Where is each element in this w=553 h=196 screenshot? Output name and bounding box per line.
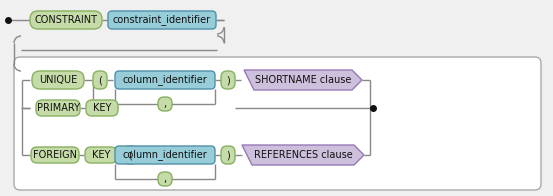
FancyBboxPatch shape bbox=[158, 97, 172, 111]
Polygon shape bbox=[244, 70, 362, 90]
Polygon shape bbox=[242, 145, 364, 165]
FancyBboxPatch shape bbox=[108, 11, 216, 29]
FancyBboxPatch shape bbox=[30, 11, 102, 29]
Text: CONSTRAINT: CONSTRAINT bbox=[34, 15, 97, 25]
Text: column_identifier: column_identifier bbox=[123, 150, 207, 161]
FancyBboxPatch shape bbox=[32, 71, 84, 89]
FancyBboxPatch shape bbox=[85, 147, 117, 163]
Text: KEY: KEY bbox=[93, 103, 111, 113]
Text: (: ( bbox=[128, 150, 132, 160]
Text: ,: , bbox=[164, 174, 166, 184]
FancyBboxPatch shape bbox=[221, 71, 235, 89]
FancyBboxPatch shape bbox=[115, 146, 215, 164]
FancyBboxPatch shape bbox=[31, 147, 79, 163]
FancyBboxPatch shape bbox=[115, 71, 215, 89]
Text: FOREIGN: FOREIGN bbox=[33, 150, 77, 160]
FancyBboxPatch shape bbox=[93, 71, 107, 89]
Text: (: ( bbox=[98, 75, 102, 85]
FancyBboxPatch shape bbox=[221, 146, 235, 164]
FancyBboxPatch shape bbox=[158, 172, 172, 186]
Text: constraint_identifier: constraint_identifier bbox=[113, 15, 211, 25]
Text: KEY: KEY bbox=[92, 150, 110, 160]
Text: PRIMARY: PRIMARY bbox=[36, 103, 80, 113]
FancyBboxPatch shape bbox=[14, 57, 541, 190]
FancyBboxPatch shape bbox=[36, 100, 80, 116]
Text: ,: , bbox=[164, 99, 166, 109]
Text: REFERENCES clause: REFERENCES clause bbox=[254, 150, 352, 160]
FancyBboxPatch shape bbox=[86, 100, 118, 116]
Text: ): ) bbox=[226, 75, 230, 85]
Text: ): ) bbox=[226, 150, 230, 160]
Text: column_identifier: column_identifier bbox=[123, 74, 207, 85]
Text: UNIQUE: UNIQUE bbox=[39, 75, 77, 85]
FancyBboxPatch shape bbox=[123, 146, 137, 164]
Text: SHORTNAME clause: SHORTNAME clause bbox=[255, 75, 351, 85]
